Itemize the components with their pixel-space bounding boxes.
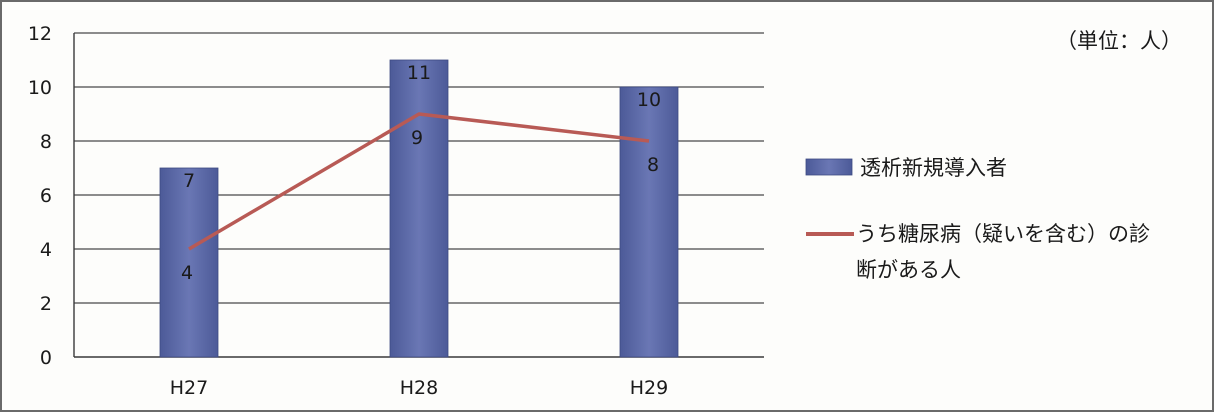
unit-label: （単位：人）: [1056, 29, 1182, 53]
legend-label-line-2: 断がある人: [856, 258, 961, 282]
line-value-label-H27: 4: [181, 262, 193, 284]
line-series-path: [188, 112, 650, 251]
legend-bar-swatch: [805, 158, 853, 176]
line-value-label-H28: 9: [411, 127, 423, 149]
bar-H29: [619, 86, 679, 358]
bar-value-label-H29: 10: [637, 89, 661, 111]
line-series: [188, 112, 650, 251]
y-tick-label-4: 4: [40, 239, 52, 261]
y-tick-label-12: 12: [28, 23, 52, 45]
legend-label-line-1: うち糖尿病（疑いを含む）の診: [856, 222, 1150, 246]
data-labels: 7 11 10 4 9 8: [181, 62, 661, 284]
y-tick-label-0: 0: [40, 347, 52, 369]
bar-value-label-H28: 11: [407, 62, 431, 84]
legend-label-bar: 透析新規導入者: [860, 156, 1007, 180]
bar-series: [159, 59, 679, 358]
y-tick-label-6: 6: [40, 185, 52, 207]
y-tick-label-8: 8: [40, 131, 52, 153]
y-tick-label-10: 10: [28, 77, 52, 99]
axes: 0 2 4 6 8 10 12 H27 H28 H29: [28, 23, 764, 399]
bar-value-label-H27: 7: [183, 170, 195, 192]
line-value-label-H29: 8: [647, 154, 659, 176]
x-tick-label-H29: H29: [630, 377, 668, 399]
x-tick-label-H28: H28: [400, 377, 438, 399]
bar-H28: [389, 59, 449, 358]
bar-H27: [159, 167, 219, 358]
y-tick-label-2: 2: [40, 293, 52, 315]
x-tick-label-H27: H27: [170, 377, 208, 399]
